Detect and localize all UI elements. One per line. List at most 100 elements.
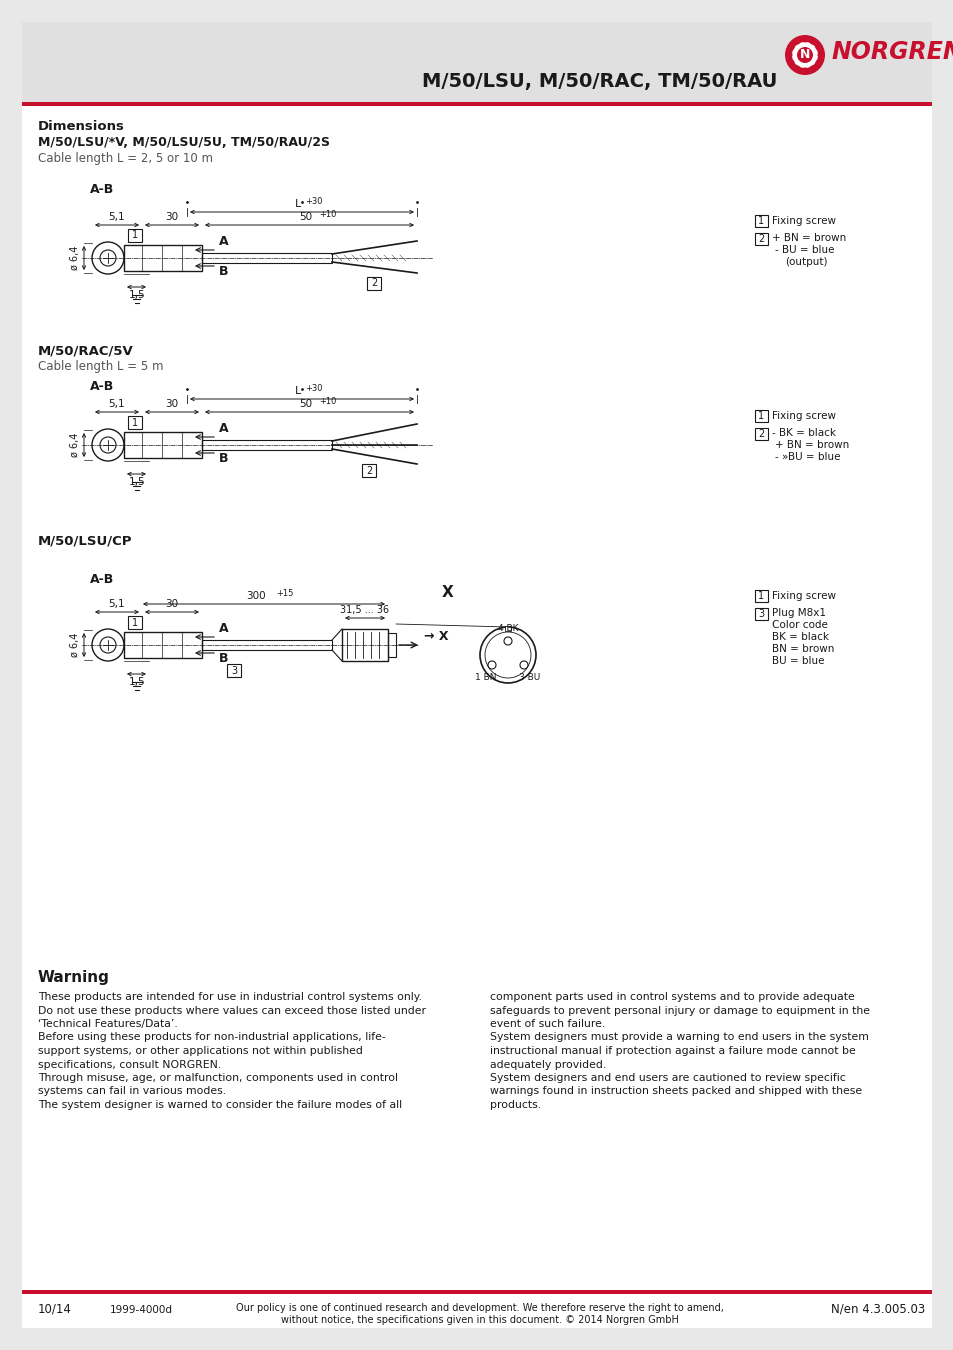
Circle shape: [787, 43, 794, 50]
Text: support systems, or other applications not within published: support systems, or other applications n…: [38, 1046, 362, 1056]
Bar: [22, 103, 931, 107]
Bar: [754, 410, 767, 423]
Text: 50: 50: [298, 212, 312, 221]
Text: BU = blue: BU = blue: [771, 656, 823, 666]
Text: X: X: [441, 585, 454, 599]
Text: ø 6,4: ø 6,4: [70, 246, 80, 270]
Bar: [22, 22, 931, 103]
Circle shape: [791, 42, 817, 68]
Circle shape: [801, 35, 807, 42]
Bar: [227, 664, 241, 676]
Bar: [754, 428, 767, 440]
Text: 2: 2: [758, 429, 763, 439]
Circle shape: [815, 43, 821, 50]
Text: 1: 1: [132, 617, 138, 628]
Text: systems can fail in various modes.: systems can fail in various modes.: [38, 1087, 226, 1096]
Text: 1: 1: [132, 417, 138, 428]
Text: Cable length L = 5 m: Cable length L = 5 m: [38, 360, 163, 373]
Text: B: B: [219, 452, 229, 464]
Text: A: A: [219, 622, 229, 634]
Text: M/50/RAC/5V: M/50/RAC/5V: [38, 346, 133, 358]
Bar: [124, 244, 202, 271]
Text: +10: +10: [319, 211, 336, 219]
Text: + BN = brown: + BN = brown: [774, 440, 848, 450]
Bar: [202, 252, 332, 263]
Text: 30: 30: [165, 212, 178, 221]
Bar: [388, 633, 395, 657]
Text: 2: 2: [758, 234, 763, 244]
Text: - BU = blue: - BU = blue: [774, 244, 834, 255]
Circle shape: [809, 65, 816, 73]
Text: M/50/LSU, M/50/RAC, TM/50/RAU: M/50/LSU, M/50/RAC, TM/50/RAU: [422, 73, 777, 92]
Bar: [754, 608, 767, 620]
Text: 1,5: 1,5: [129, 477, 145, 487]
Text: A: A: [219, 235, 229, 248]
Circle shape: [809, 38, 816, 45]
Bar: [128, 416, 142, 429]
Text: adequately provided.: adequately provided.: [490, 1060, 605, 1069]
Text: 1: 1: [132, 231, 138, 240]
Bar: [754, 215, 767, 227]
Text: 1: 1: [758, 216, 763, 225]
Text: +15: +15: [275, 589, 294, 598]
Text: Fixing screw: Fixing screw: [771, 591, 835, 601]
Text: +10: +10: [319, 397, 336, 406]
Circle shape: [793, 38, 800, 45]
Text: 30: 30: [165, 599, 178, 609]
Bar: [124, 632, 202, 657]
Text: 10/14: 10/14: [38, 1303, 71, 1316]
Text: warnings found in instruction sheets packed and shipped with these: warnings found in instruction sheets pac…: [490, 1087, 862, 1096]
Circle shape: [817, 51, 823, 58]
Text: Fixing screw: Fixing screw: [771, 410, 835, 421]
Text: 4 BK: 4 BK: [497, 624, 517, 633]
Text: 1,5: 1,5: [129, 676, 145, 687]
Circle shape: [796, 47, 812, 63]
Text: 300: 300: [246, 591, 266, 601]
Text: The system designer is warned to consider the failure modes of all: The system designer is warned to conside…: [38, 1100, 402, 1110]
Circle shape: [784, 51, 792, 58]
Text: 1 BN: 1 BN: [475, 674, 497, 682]
Text: 1,5: 1,5: [129, 290, 145, 300]
Bar: [22, 1291, 931, 1295]
Text: component parts used in control systems and to provide adequate: component parts used in control systems …: [490, 992, 854, 1002]
Text: A: A: [219, 423, 229, 435]
Text: 1999-4000d: 1999-4000d: [110, 1305, 172, 1315]
Text: 3: 3: [758, 609, 763, 620]
Text: Dimensions: Dimensions: [38, 120, 125, 134]
Text: System designers must provide a warning to end users in the system: System designers must provide a warning …: [490, 1033, 868, 1042]
Text: 30: 30: [165, 400, 178, 409]
Text: 5,1: 5,1: [109, 212, 125, 221]
Bar: [128, 230, 142, 242]
Circle shape: [793, 65, 800, 73]
Text: instructional manual if protection against a failure mode cannot be: instructional manual if protection again…: [490, 1046, 855, 1056]
Text: +30: +30: [305, 197, 322, 207]
Text: BN = brown: BN = brown: [771, 644, 834, 653]
Text: 31,5 ... 36: 31,5 ... 36: [340, 605, 389, 616]
Text: 1: 1: [758, 410, 763, 421]
Text: N/en 4.3.005.03: N/en 4.3.005.03: [830, 1303, 924, 1316]
Bar: [202, 440, 332, 450]
Text: ‘Technical Features/Data’.: ‘Technical Features/Data’.: [38, 1019, 177, 1029]
Text: 5,1: 5,1: [109, 400, 125, 409]
Text: + BN = brown: + BN = brown: [771, 234, 845, 243]
Text: Plug M8x1: Plug M8x1: [771, 608, 825, 618]
Text: M/50/LSU/*V, M/50/LSU/5U, TM/50/RAU/2S: M/50/LSU/*V, M/50/LSU/5U, TM/50/RAU/2S: [38, 136, 330, 148]
Text: System designers and end users are cautioned to review specific: System designers and end users are cauti…: [490, 1073, 845, 1083]
Text: B: B: [219, 652, 229, 666]
Bar: [341, 629, 388, 662]
Text: - »BU = blue: - »BU = blue: [774, 452, 840, 462]
Bar: [124, 432, 202, 458]
Text: 2: 2: [371, 278, 376, 289]
Text: Before using these products for non-industrial applications, life-: Before using these products for non-indu…: [38, 1033, 385, 1042]
Text: Warning: Warning: [38, 971, 110, 986]
Text: 3 BU: 3 BU: [518, 674, 540, 682]
Text: L: L: [294, 386, 301, 396]
Bar: [754, 234, 767, 244]
Text: Cable length L = 2, 5 or 10 m: Cable length L = 2, 5 or 10 m: [38, 153, 213, 165]
Text: 1: 1: [758, 591, 763, 601]
Circle shape: [815, 59, 821, 66]
Text: Our policy is one of continued research and development. We therefore reserve th: Our policy is one of continued research …: [235, 1303, 723, 1324]
Text: safeguards to prevent personal injury or damage to equipment in the: safeguards to prevent personal injury or…: [490, 1006, 869, 1015]
Text: → X: → X: [423, 630, 448, 643]
Text: A-B: A-B: [90, 379, 114, 393]
